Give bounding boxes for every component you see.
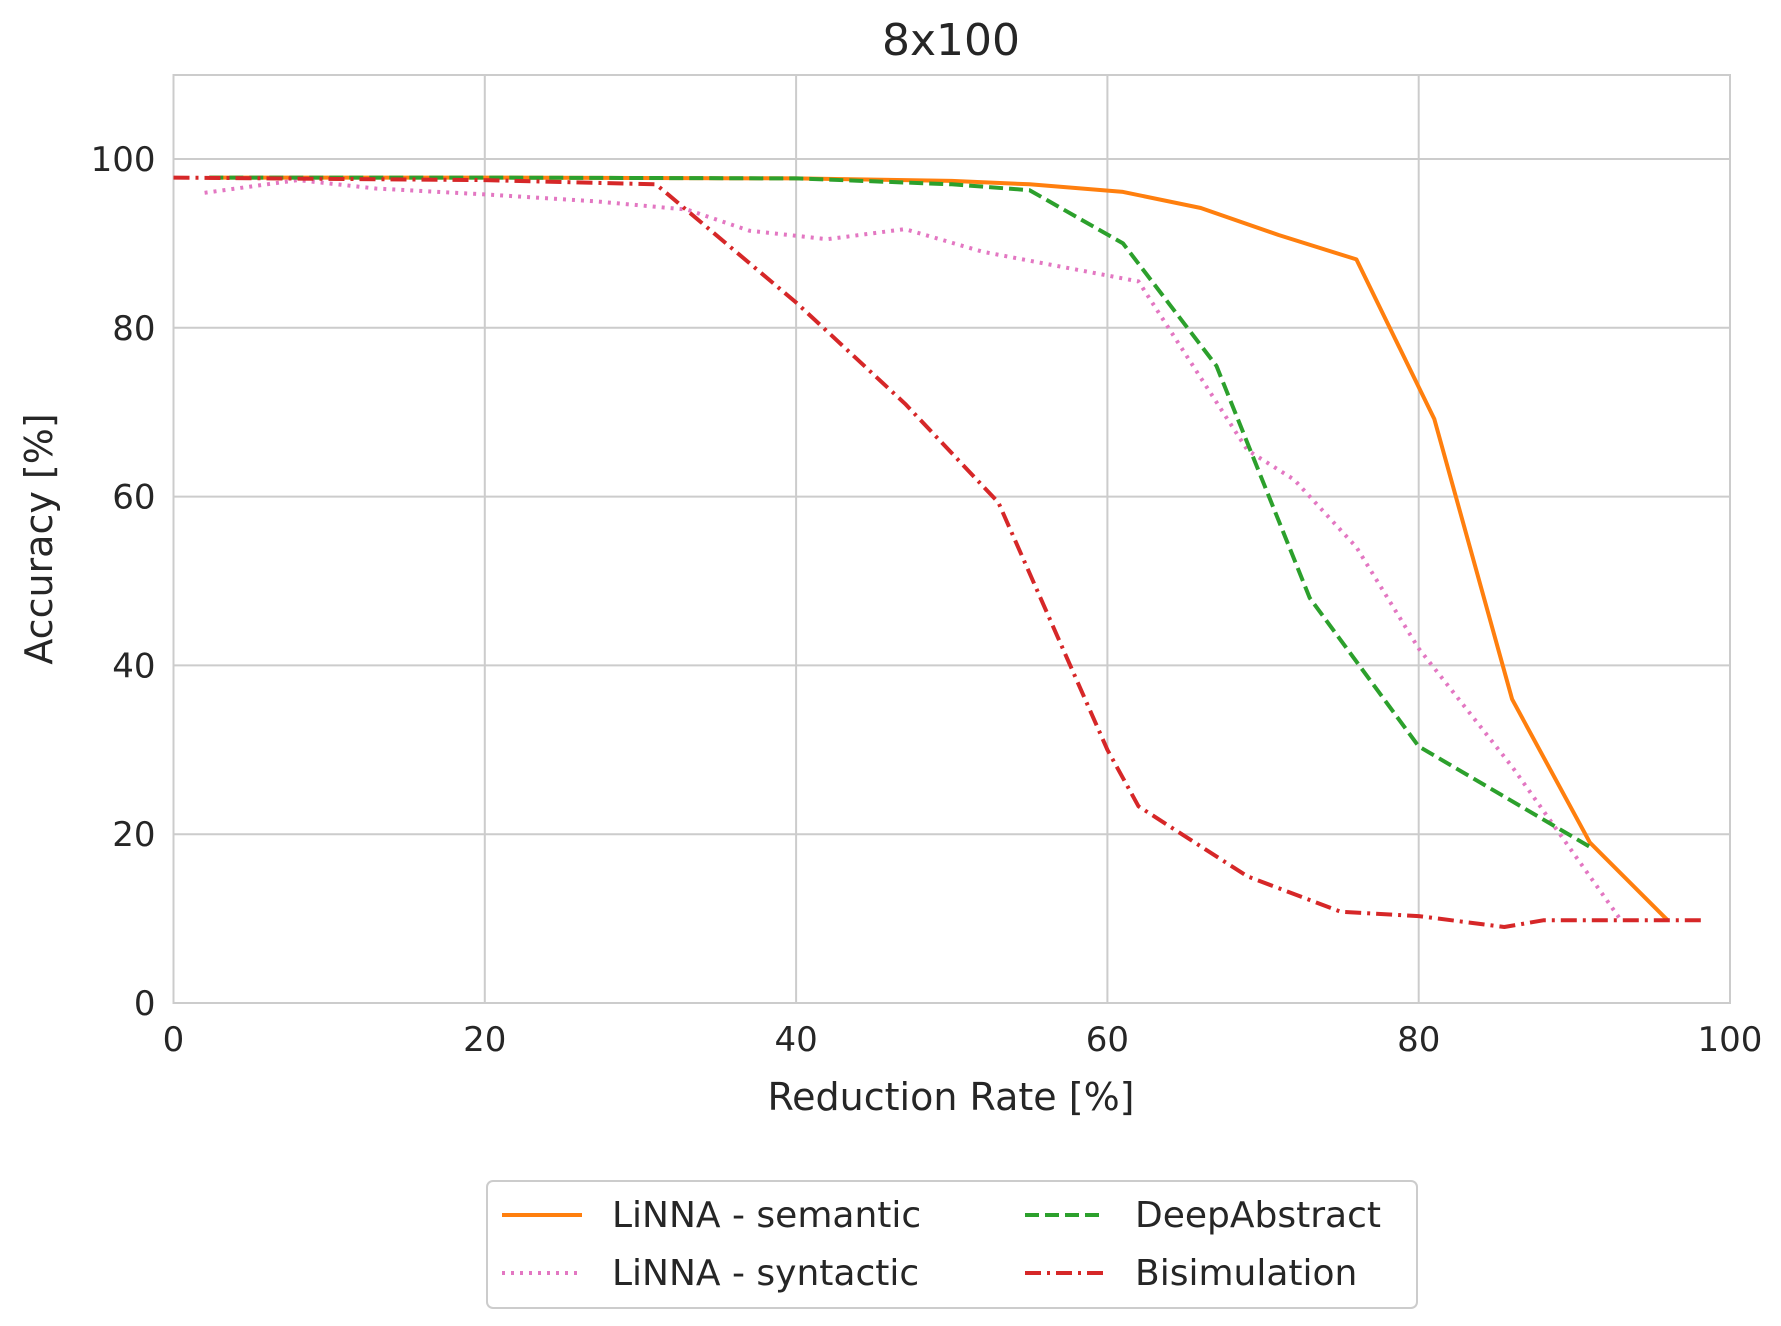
x-tick-label: 0 (163, 1020, 185, 1060)
y-tick-label: 60 (112, 478, 155, 518)
series-line-bisimulation (173, 175, 1707, 929)
series-line-linna-semantic (209, 175, 1670, 922)
tick-labels: 0 20 40 60 80 100 0 20 40 60 80 100 (91, 140, 1763, 1060)
grid (172, 75, 1731, 1004)
x-tick-label: 40 (774, 1020, 817, 1060)
y-tick-label: 80 (112, 309, 155, 349)
x-tick-label: 60 (1086, 1020, 1129, 1060)
x-axis-label: Reduction Rate [%] (767, 1075, 1134, 1119)
x-tick-label: 80 (1397, 1020, 1440, 1060)
legend-box (486, 1180, 1418, 1309)
y-tick-label: 20 (112, 815, 155, 855)
series-line-linna-syntactic (204, 178, 1623, 922)
series-line-deepabstract (209, 175, 1591, 849)
y-tick-label: 0 (134, 984, 156, 1024)
plot-frame (172, 74, 1731, 1004)
chart-title: 8x100 (882, 15, 1020, 66)
legend: LiNNA - semantic LiNNA - syntactic DeepAbs… (486, 1180, 1418, 1309)
x-tick-label: 20 (463, 1020, 506, 1060)
series-lines (173, 175, 1707, 929)
legend-label: DeepAbstract (1135, 1195, 1381, 1236)
legend-label: LiNNA - semantic (612, 1195, 921, 1236)
legend-label: LiNNA - syntactic (612, 1253, 919, 1294)
y-tick-label: 100 (91, 140, 156, 180)
x-tick-label: 100 (1698, 1020, 1763, 1060)
y-axis-label: Accuracy [%] (17, 413, 61, 664)
y-tick-label: 40 (112, 646, 155, 686)
legend-label: Bisimulation (1135, 1253, 1357, 1294)
